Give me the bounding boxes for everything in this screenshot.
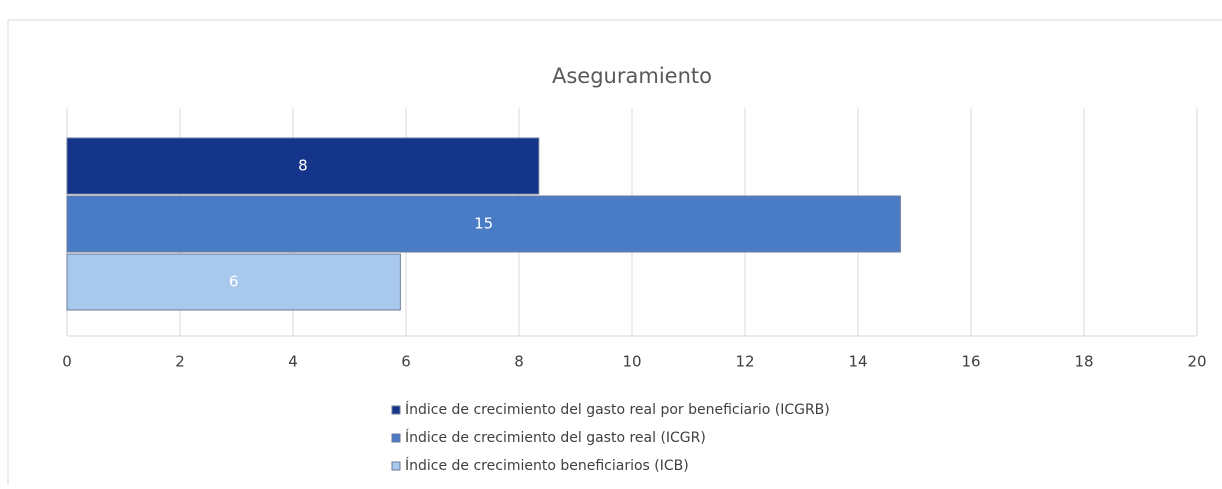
legend-label: Índice de crecimiento del gasto real por… <box>405 401 830 418</box>
x-tick-label: 16 <box>961 353 980 371</box>
data-label: 15 <box>474 215 493 233</box>
legend-swatch <box>391 405 401 415</box>
legend-swatch <box>391 433 401 443</box>
chart-frame <box>7 19 1222 485</box>
legend-label: Índice de crecimiento beneficiarios (ICB… <box>405 457 689 474</box>
legend-swatch <box>391 461 401 471</box>
bar <box>66 195 901 253</box>
x-tick-label: 4 <box>288 353 298 371</box>
x-tick-label: 20 <box>1187 353 1206 371</box>
bar <box>66 253 401 311</box>
x-tick-label: 14 <box>848 353 867 371</box>
chart-title: Aseguramiento <box>552 64 712 88</box>
data-label: 8 <box>298 157 308 175</box>
x-tick-label: 10 <box>622 353 641 371</box>
x-tick-label: 8 <box>514 353 524 371</box>
x-tick-label: 18 <box>1074 353 1093 371</box>
x-tick-label: 2 <box>175 353 185 371</box>
bar <box>66 137 540 195</box>
x-tick-label: 12 <box>735 353 754 371</box>
x-tick-label: 6 <box>401 353 411 371</box>
x-tick-label: 0 <box>62 353 72 371</box>
data-label: 6 <box>229 273 239 291</box>
legend-label: Índice de crecimiento del gasto real (IC… <box>405 429 706 446</box>
